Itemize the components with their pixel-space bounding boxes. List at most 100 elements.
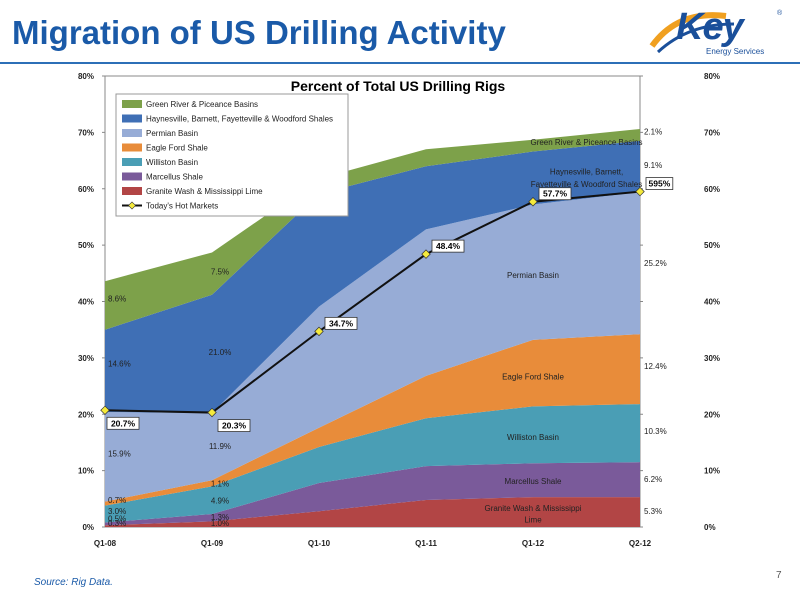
data-label-permian-basin: 15.9% xyxy=(108,450,131,459)
y-tick-left-label: 40% xyxy=(78,298,94,307)
legend-label: Permian Basin xyxy=(146,129,198,138)
y-tick-right-label: 70% xyxy=(704,128,720,137)
area-marcellus-shale xyxy=(105,462,640,526)
hot-markets-label-box xyxy=(538,187,572,201)
data-label-marcellus-shale: 1.3% xyxy=(211,513,229,522)
x-tick-label: Q2-12 xyxy=(629,539,652,548)
data-label-haynesville-barnett-fayetteville-woodford-shales: 21.0% xyxy=(209,348,232,357)
y-tick-left-label: 0% xyxy=(82,523,94,532)
area-green-river-piceance-basins xyxy=(105,128,640,330)
y-tick-right-label: 80% xyxy=(704,72,720,81)
hot-markets-label: 20.3% xyxy=(222,421,247,431)
y-tick-left-label: 50% xyxy=(78,241,94,250)
legend-label: Green River & Piceance Basins xyxy=(146,100,258,109)
y-tick-left-label: 80% xyxy=(78,72,94,81)
area-annotation: Granite Wash & Mississippi xyxy=(484,504,581,513)
data-label-williston-basin: 10.3% xyxy=(644,427,667,436)
data-label-eagle-ford-shale: 12.4% xyxy=(644,362,667,371)
area-williston-basin xyxy=(105,404,640,523)
area-annotation: Marcellus Shale xyxy=(505,477,562,486)
key-swoosh-icon xyxy=(649,12,735,54)
drilling-rigs-chart: Percent of Total US Drilling Rigs 0% 0% 10… xyxy=(78,72,720,548)
area-annotation: Green River & Piceance Basins xyxy=(530,138,642,147)
area-eagle-ford-shale xyxy=(105,334,640,506)
area-granite-wash-mississippi-lime xyxy=(105,497,640,527)
hot-markets-marker xyxy=(635,186,645,197)
logo-wordmark: Key xyxy=(676,6,744,48)
legend-swatch-marker xyxy=(128,201,136,210)
y-tick-right-label: 60% xyxy=(704,185,720,194)
y-tick-right-label: 20% xyxy=(704,410,720,419)
legend-swatch-williston-basin xyxy=(122,158,142,166)
title-divider xyxy=(0,62,800,64)
y-tick-right-label: 0% xyxy=(704,523,716,532)
y-tick-left-label: 70% xyxy=(78,128,94,137)
area-annotation: Permian Basin xyxy=(507,271,559,280)
data-label-granite-wash-mississippi-lime: 0.3% xyxy=(108,519,126,528)
data-label-green-river-piceance-basins: 8.6% xyxy=(108,295,126,304)
legend-swatch-permian-basin xyxy=(122,129,142,137)
y-tick-left-label: 10% xyxy=(78,467,94,476)
data-label-eagle-ford-shale: 0.7% xyxy=(108,496,126,505)
hot-markets-label: 20.7% xyxy=(111,418,136,428)
data-label-granite-wash-mississippi-lime: 5.3% xyxy=(644,507,662,516)
area-annotation: Fayetteville & Woodford Shales xyxy=(531,180,642,189)
source-note: Source: Rig Data. xyxy=(34,577,113,588)
y-tick-right-label: 50% xyxy=(704,241,720,250)
legend-label: Granite Wash & Mississippi Lime xyxy=(146,187,263,196)
logo-registered-mark: ® xyxy=(777,10,783,17)
area-annotation: Williston Basin xyxy=(507,433,559,442)
hot-markets-label: 595% xyxy=(649,179,671,189)
legend-label: Today's Hot Markets xyxy=(146,202,218,211)
x-tick-label: Q1-12 xyxy=(522,539,545,548)
slide-title: Migration of US Drilling Activity xyxy=(12,14,506,51)
area-annotation: Eagle Ford Shale xyxy=(502,372,564,381)
data-label-williston-basin: 4.9% xyxy=(211,496,229,505)
data-label-permian-basin: 11.9% xyxy=(209,442,231,451)
y-tick-right-label: 40% xyxy=(704,298,720,307)
data-label-marcellus-shale: 6.2% xyxy=(644,475,662,484)
legend-swatch-green-river-piceance-basins xyxy=(122,100,142,108)
logo-subtitle: Energy Services xyxy=(706,47,765,56)
y-tick-left-label: 20% xyxy=(78,410,94,419)
area-annotation: Lime xyxy=(524,515,542,524)
hot-markets-label: 48.4% xyxy=(436,241,461,251)
legend-label: Haynesville, Barnett, Fayetteville & Woo… xyxy=(146,115,333,124)
y-tick-right-label: 30% xyxy=(704,354,720,363)
x-tick-label: Q1-08 xyxy=(94,539,117,548)
legend-swatch-granite-wash-mississippi-lime xyxy=(122,187,142,195)
legend-swatch-haynesville-barnett-fayetteville-woodford-shales xyxy=(122,114,142,123)
data-label-eagle-ford-shale: 1.1% xyxy=(211,479,229,488)
data-label-marcellus-shale: 0.5% xyxy=(108,514,126,523)
hot-markets-label: 57.7% xyxy=(543,189,568,199)
legend-label: Williston Basin xyxy=(146,158,198,167)
data-label-haynesville-barnett-fayetteville-woodford-shales: 9.1% xyxy=(644,161,662,170)
hot-markets-marker xyxy=(314,326,324,337)
hot-markets-label-box xyxy=(217,419,251,432)
data-label-green-river-piceance-basins: 2.1% xyxy=(644,128,662,137)
hot-markets-marker xyxy=(207,407,217,418)
hot-markets-label-box xyxy=(431,239,465,253)
chart-title: Percent of Total US Drilling Rigs xyxy=(291,78,506,94)
page-number: 7 xyxy=(776,570,782,581)
data-label-haynesville-barnett-fayetteville-woodford-shales: 14.6% xyxy=(108,359,131,368)
data-label-granite-wash-mississippi-lime: 1.0% xyxy=(211,519,229,528)
data-label-permian-basin: 25.2% xyxy=(644,259,667,268)
legend-swatch-marcellus-shale xyxy=(122,172,142,181)
y-tick-right-label: 10% xyxy=(704,467,720,476)
hot-markets-label-box xyxy=(106,416,140,430)
y-tick-left-label: 30% xyxy=(78,354,94,363)
legend-box xyxy=(115,93,349,217)
hot-markets-marker xyxy=(528,196,538,207)
y-tick-left-label: 60% xyxy=(78,185,94,194)
area-annotation: Haynesville, Barnett, xyxy=(550,168,623,177)
x-tick-label: Q1-10 xyxy=(308,539,331,548)
legend-swatch-eagle-ford-shale xyxy=(122,143,142,152)
x-tick-label: Q1-11 xyxy=(415,539,437,548)
x-tick-label: Q1-09 xyxy=(201,539,224,548)
hot-markets-marker xyxy=(100,405,110,416)
hot-markets-label-box xyxy=(645,177,674,190)
legend-label: Eagle Ford Shale xyxy=(146,144,208,153)
hot-markets-label: 34.7% xyxy=(329,318,354,328)
hot-markets-label-box xyxy=(324,316,358,330)
